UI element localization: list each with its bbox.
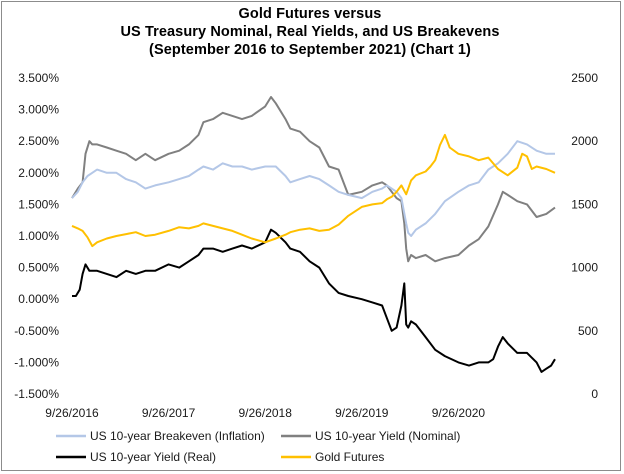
series-line-us-10-year-breakeven-inflation — [71, 140, 555, 237]
x-tick-label: 9/26/2016 — [45, 406, 99, 420]
y-right-tick-label: 2000 — [571, 134, 598, 148]
y-right-tick-label: 1000 — [571, 261, 598, 275]
y-right-tick-label: 2500 — [571, 71, 598, 85]
y-left-tick-label: 3.500% — [18, 71, 59, 85]
x-tick-label: 9/26/2019 — [335, 406, 389, 420]
y-axis-right-ticks: 2500 2000 1500 1000 500 0 — [571, 71, 598, 401]
y-left-tick-label: 2.000% — [18, 166, 59, 180]
series-line-gold-futures — [71, 133, 556, 248]
legend-label: US 10-year Breakeven (Inflation) — [90, 429, 265, 443]
y-left-tick-label: 3.000% — [18, 103, 59, 117]
x-tick-label: 9/26/2020 — [432, 406, 486, 420]
y-left-tick-label: -1.500% — [14, 387, 59, 401]
y-left-tick-label: -1.000% — [14, 355, 59, 369]
y-left-tick-label: 1.500% — [18, 197, 59, 211]
series-line-us-10-year-yield-nominal — [71, 96, 556, 263]
y-left-tick-label: 2.500% — [18, 134, 59, 148]
legend-label: US 10-year Yield (Nominal) — [315, 429, 460, 443]
y-left-tick-label: 1.000% — [18, 229, 59, 243]
legend-label: Gold Futures — [315, 450, 384, 464]
legend: US 10-year Breakeven (Inflation) US 10-ye… — [56, 429, 460, 464]
y-right-tick-label: 0 — [591, 387, 598, 401]
y-right-tick-label: 500 — [578, 324, 598, 338]
y-left-tick-label: -0.500% — [14, 324, 59, 338]
series-layer — [71, 96, 556, 373]
chart-title-line-2: US Treasury Nominal, Real Yields, and US… — [120, 24, 500, 40]
chart-title-line-3: (September 2016 to September 2021) (Char… — [149, 42, 471, 58]
x-tick-label: 9/26/2017 — [142, 406, 196, 420]
y-left-tick-label: 0.500% — [18, 261, 59, 275]
y-left-tick-label: 0.000% — [18, 292, 59, 306]
legend-label: US 10-year Yield (Real) — [90, 450, 216, 464]
chart-title-line-1: Gold Futures versus — [238, 6, 382, 22]
y-right-tick-label: 1500 — [571, 197, 598, 211]
series-line-us-10-year-yield-real — [72, 228, 556, 373]
x-axis-ticks: 9/26/2016 9/26/2017 9/26/2018 9/26/2019 9/26… — [45, 406, 485, 420]
x-tick-label: 9/26/2018 — [239, 406, 293, 420]
y-axis-left-ticks: 3.500% 3.000% 2.500% 2.000% 1.500% 1.000% 0.50… — [14, 71, 59, 401]
